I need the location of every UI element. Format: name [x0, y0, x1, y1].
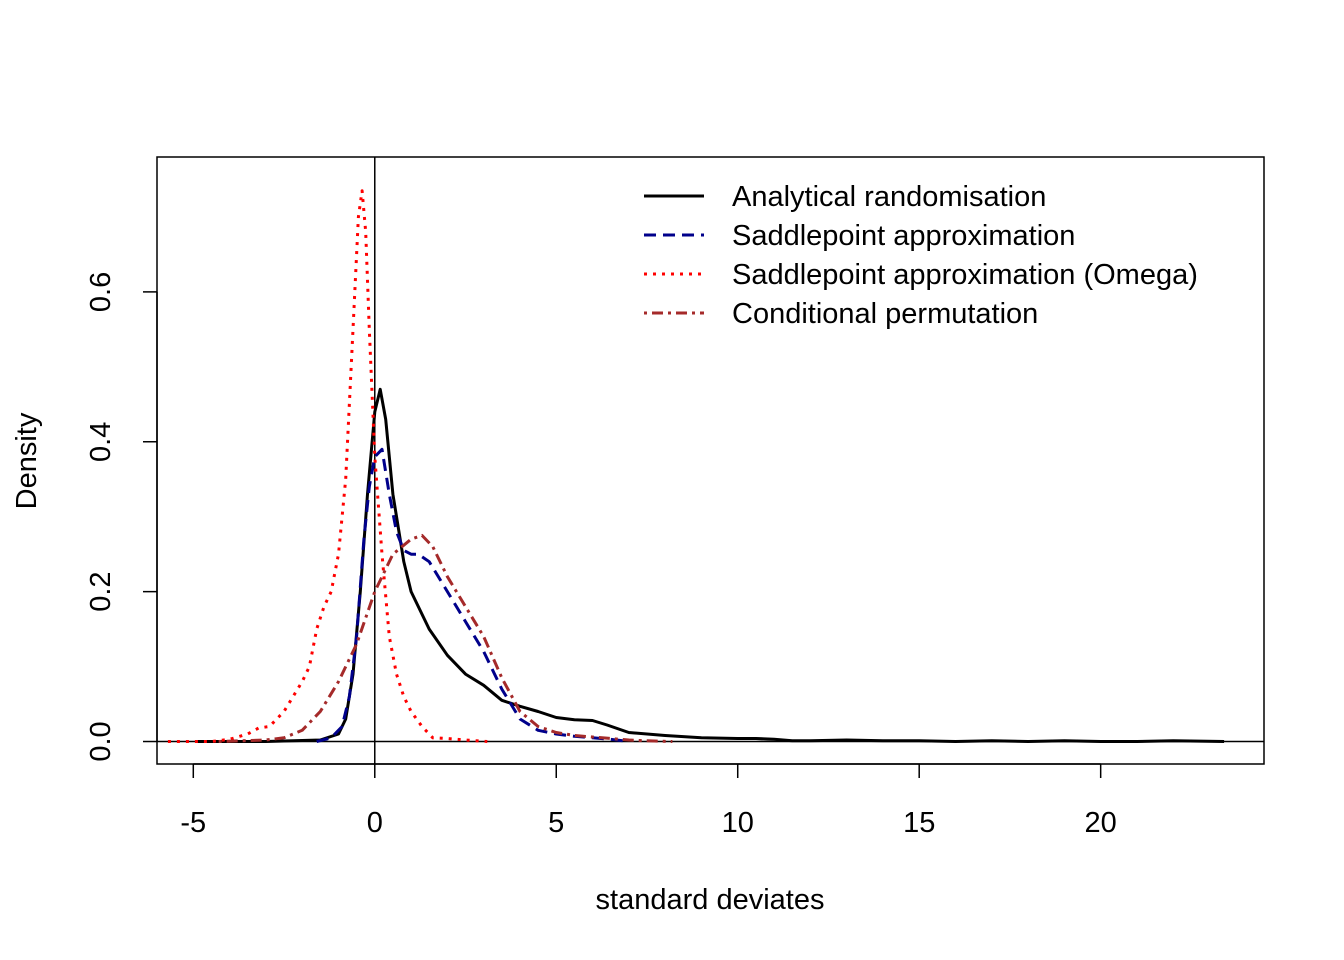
x-tick-label: -5 [180, 807, 206, 839]
x-axis: -5 0 5 10 15 20 [180, 763, 1117, 839]
x-tick-label: 15 [903, 807, 935, 839]
y-tick-label: 0.4 [85, 422, 117, 462]
y-tick-label: 0.2 [85, 571, 117, 611]
y-axis: 0.0 0.2 0.4 0.6 [85, 272, 158, 762]
y-tick-label: 0.6 [85, 272, 117, 312]
series-line-1 [196, 387, 1225, 743]
y-tick-label: 0.0 [85, 721, 117, 761]
x-tick-label: 5 [548, 807, 564, 839]
legend-label-4: Conditional permutation [732, 298, 1038, 330]
series-line-2 [316, 447, 629, 743]
legend-label-2: Saddlepoint approximation [732, 220, 1075, 252]
legend-label-1: Analytical randomisation [732, 181, 1046, 213]
y-axis-title: Density [11, 412, 43, 509]
series-line-4 [218, 533, 673, 743]
series-layer [167, 189, 1225, 743]
x-tick-label: 0 [367, 807, 383, 839]
x-tick-label: 20 [1085, 807, 1117, 839]
x-axis-title: standard deviates [596, 884, 825, 916]
x-tick-label: 10 [722, 807, 754, 839]
legend: Analytical randomisation Saddlepoint appr… [644, 181, 1198, 330]
legend-label-3: Saddlepoint approximation (Omega) [732, 259, 1198, 291]
